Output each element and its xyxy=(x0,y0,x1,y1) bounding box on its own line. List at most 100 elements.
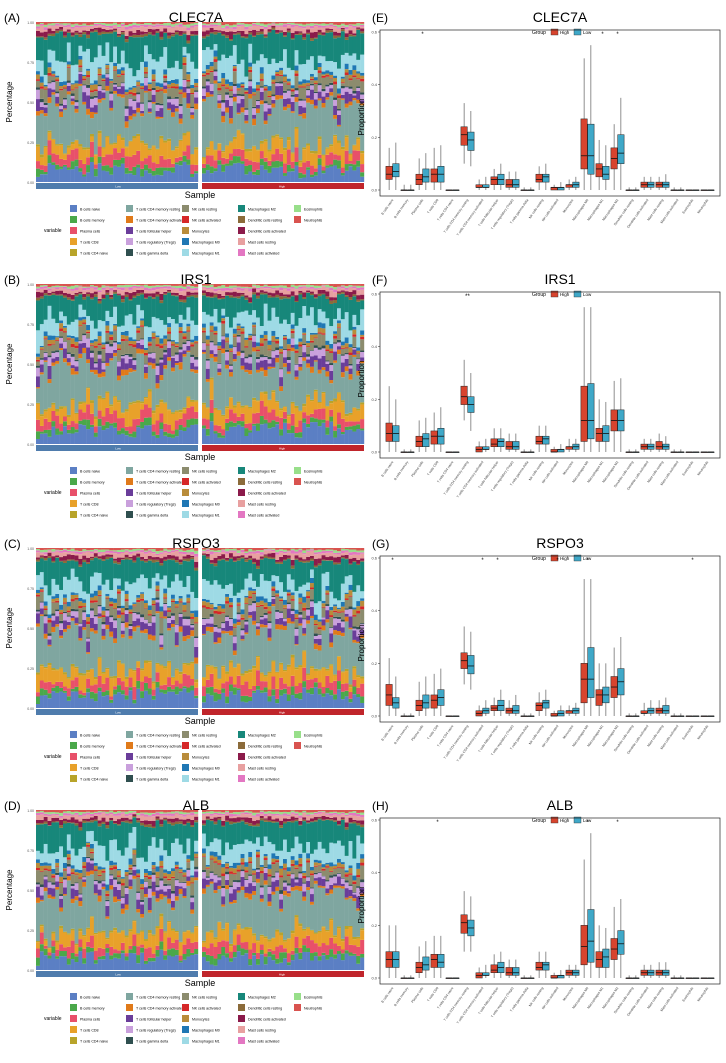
stacked-bar-segment xyxy=(186,79,191,82)
stacked-bar-segment xyxy=(144,682,149,691)
stacked-bar-segment xyxy=(93,80,98,85)
stacked-bar-segment xyxy=(244,120,249,124)
stacked-bar-segment xyxy=(279,85,284,96)
stacked-bar-segment xyxy=(232,96,237,102)
stacked-bar-segment xyxy=(271,289,276,294)
stacked-bar-segment xyxy=(163,668,168,685)
legend-swatch xyxy=(182,216,189,223)
stacked-bar-segment xyxy=(155,590,160,598)
stacked-bar-segment xyxy=(310,174,315,178)
stacked-bar-segment xyxy=(109,31,114,34)
stacked-bar-segment xyxy=(306,354,311,357)
stacked-bar-segment xyxy=(171,22,176,25)
stacked-bar-segment xyxy=(117,610,122,615)
stacked-bar-segment xyxy=(147,113,152,149)
stacked-bar-segment xyxy=(302,177,307,182)
stacked-bar-segment xyxy=(244,310,249,338)
stacked-bar-segment xyxy=(229,89,234,91)
stacked-bar-segment xyxy=(171,355,176,357)
stacked-bar-segment xyxy=(171,356,176,358)
stacked-bar-segment xyxy=(248,287,253,289)
stacked-bar-segment xyxy=(344,26,349,30)
stacked-bar-segment xyxy=(298,32,303,35)
legend-label: Mast cells resting xyxy=(248,241,276,245)
stacked-bar-segment xyxy=(194,646,199,658)
stacked-bar-segment xyxy=(275,83,280,87)
stacked-bar-segment xyxy=(66,554,71,560)
stacked-bar-segment xyxy=(128,677,133,688)
stacked-bar-segment xyxy=(225,295,230,296)
stacked-bar-segment xyxy=(317,287,322,289)
stacked-bar-segment xyxy=(310,177,315,182)
stacked-bar-segment xyxy=(263,90,268,102)
stacked-bar-segment xyxy=(55,551,60,556)
stacked-bar-segment xyxy=(74,550,79,552)
stacked-bar-segment xyxy=(36,26,41,29)
stacked-bar-segment xyxy=(337,155,342,161)
stacked-bar-segment xyxy=(101,615,106,618)
stacked-bar-segment xyxy=(109,297,114,300)
stacked-bar-segment xyxy=(275,33,280,64)
stacked-bar-segment xyxy=(90,83,95,85)
stacked-bar-segment xyxy=(225,292,230,296)
stacked-bar-segment xyxy=(113,427,118,444)
stacked-bar-segment xyxy=(213,326,218,331)
stacked-bar-segment xyxy=(151,145,156,147)
stacked-bar-segment xyxy=(321,71,326,75)
stacked-bar-segment xyxy=(105,310,110,321)
stacked-bar-segment xyxy=(120,34,125,51)
stacked-bar-segment xyxy=(178,299,183,302)
stacked-bar-segment xyxy=(167,360,172,410)
stacked-bar-segment xyxy=(344,371,349,414)
stacked-bar-segment xyxy=(302,113,307,119)
stacked-bar-segment xyxy=(155,335,160,338)
stacked-bar-segment xyxy=(229,635,234,661)
stacked-bar-segment xyxy=(267,286,272,289)
stacked-bar-segment xyxy=(140,401,145,404)
stacked-bar-segment xyxy=(39,22,44,24)
stacked-bar-segment xyxy=(213,34,218,45)
stacked-bar-segment xyxy=(36,80,41,88)
stacked-bar-segment xyxy=(229,409,234,422)
legend-label: Dendritic cells resting xyxy=(248,219,282,223)
stacked-bar-segment xyxy=(128,106,133,116)
legend-label: T cells CD4 naive xyxy=(80,252,108,256)
stacked-bar-segment xyxy=(101,22,106,24)
stacked-bar-segment xyxy=(271,307,276,331)
stacked-bar-segment xyxy=(174,645,179,647)
stacked-bar-segment xyxy=(321,154,326,156)
stacked-bar-segment xyxy=(159,26,164,32)
stacked-bar-segment xyxy=(136,614,141,619)
stacked-bar-segment xyxy=(263,357,268,360)
stacked-bar-segment xyxy=(205,344,210,346)
stacked-bar-segment xyxy=(78,34,83,38)
stacked-bar-segment xyxy=(117,608,122,611)
stacked-bar-segment xyxy=(271,83,276,95)
stacked-bar-segment xyxy=(213,551,218,553)
stacked-bar-segment xyxy=(93,369,98,375)
stacked-bar-segment xyxy=(163,26,168,29)
stacked-bar-segment xyxy=(259,80,264,87)
stacked-bar-segment xyxy=(190,164,195,175)
stacked-bar-segment xyxy=(360,300,365,310)
stacked-bar-segment xyxy=(325,344,330,350)
stacked-bar-segment xyxy=(313,289,318,295)
stacked-bar-segment xyxy=(256,284,261,286)
stacked-bar-segment xyxy=(194,90,199,92)
stacked-bar-segment xyxy=(313,151,318,154)
stacked-bar-segment xyxy=(124,29,129,36)
stacked-bar-segment xyxy=(43,361,48,410)
stacked-bar-segment xyxy=(93,294,98,297)
stacked-bar-segment xyxy=(283,294,288,297)
stacked-bar-segment xyxy=(171,598,176,601)
stacked-bar-segment xyxy=(74,348,79,360)
stacked-bar-segment xyxy=(132,339,137,342)
stacked-bar-segment xyxy=(147,22,152,25)
stacked-bar-segment xyxy=(51,30,56,34)
stacked-bar-segment xyxy=(159,286,164,289)
stacked-bar-segment xyxy=(128,119,133,141)
stacked-bar-segment xyxy=(240,695,245,702)
stacked-bar-segment xyxy=(124,42,129,64)
stacked-bar-segment xyxy=(286,83,291,85)
stacked-bar-segment xyxy=(159,692,164,708)
